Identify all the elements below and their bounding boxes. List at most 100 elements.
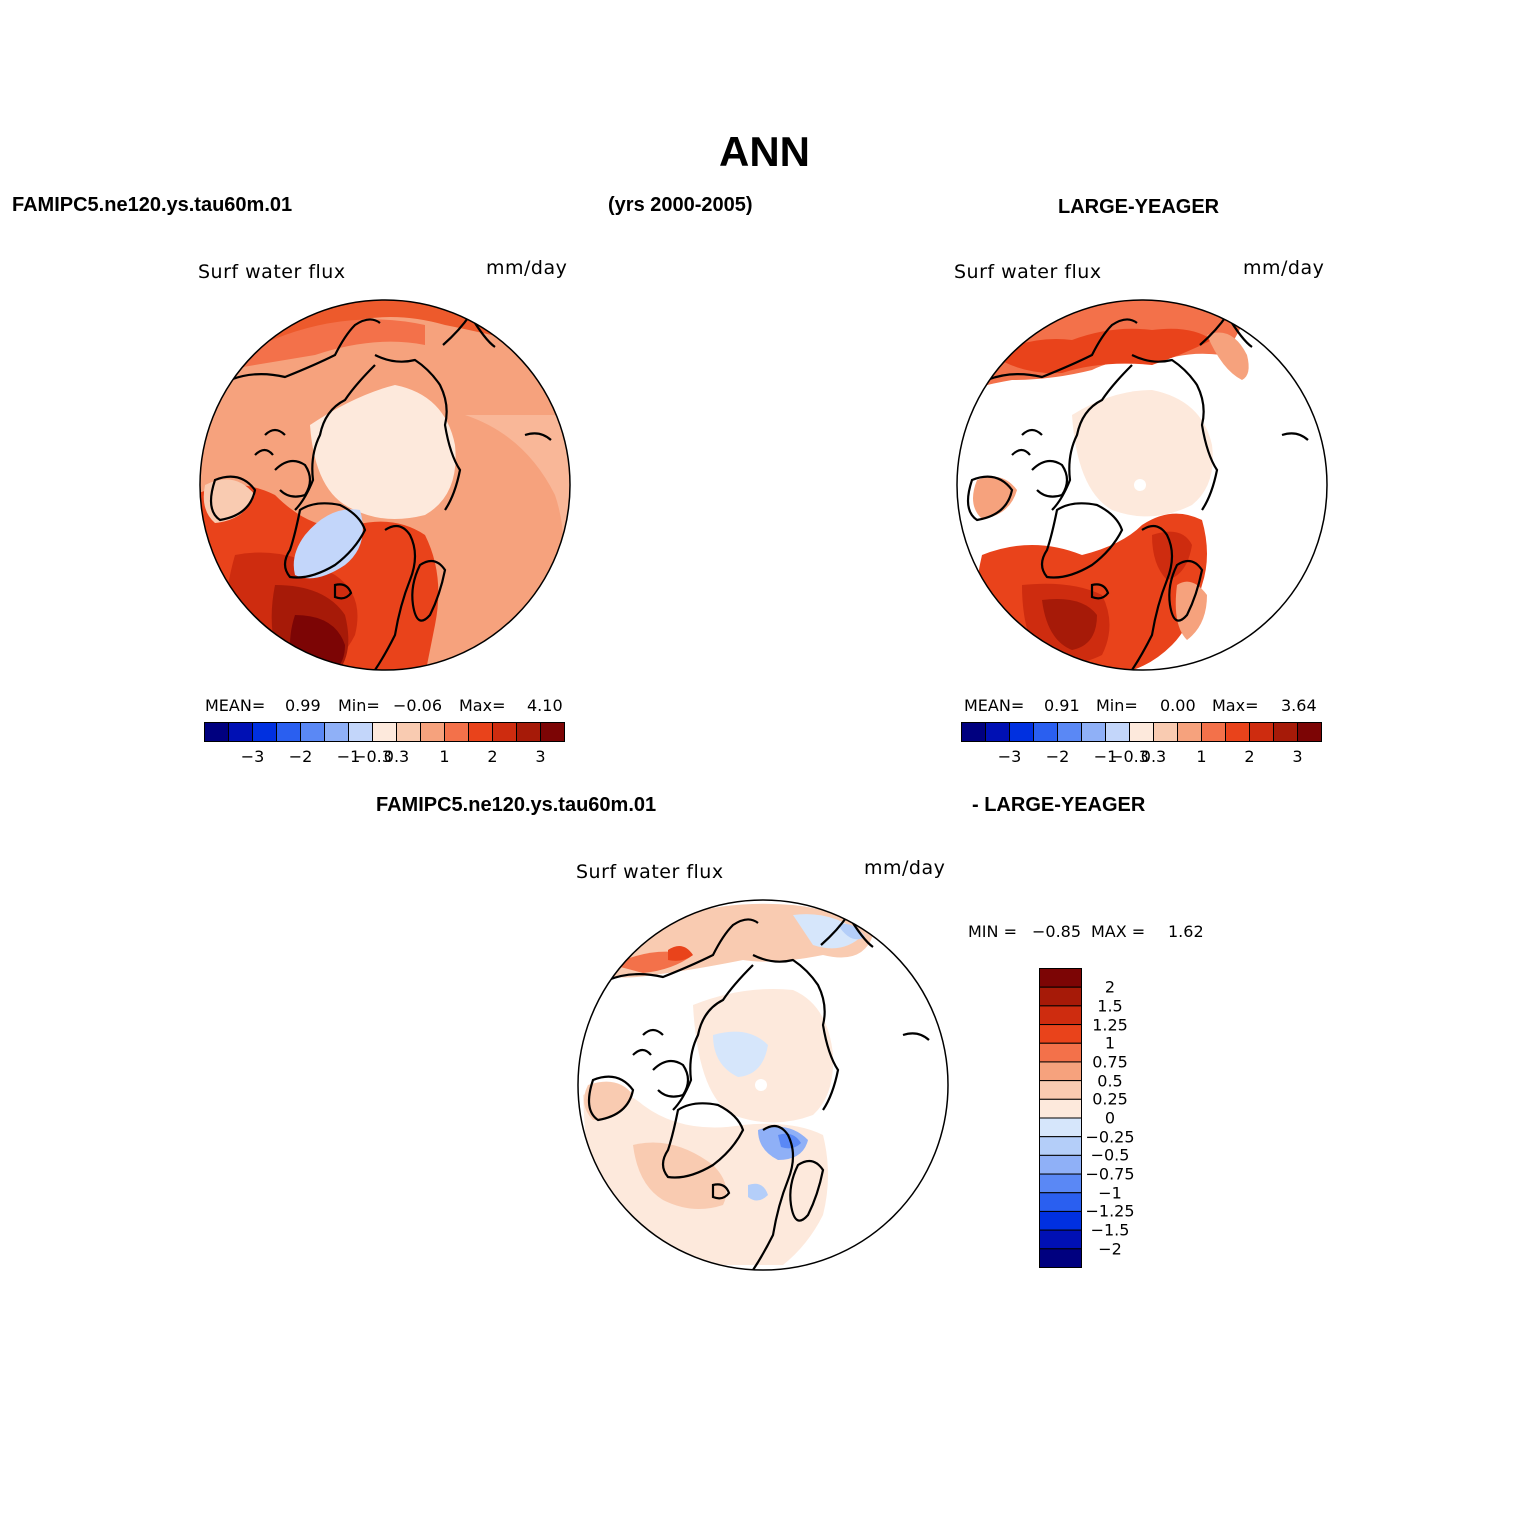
colorbar-box xyxy=(1039,1042,1082,1063)
colorbar-box xyxy=(1153,722,1178,742)
colorbar-tick-label: 0 xyxy=(1104,1108,1116,1128)
colorbar-tick-label: 2 xyxy=(1104,977,1116,997)
obs-mean-value: 0.91 xyxy=(1044,696,1080,715)
colorbar-box xyxy=(540,722,565,742)
colorbar-box xyxy=(348,722,373,742)
colorbar-tick-label: −2 xyxy=(1045,747,1070,766)
colorbar-tick-label: 1 xyxy=(439,747,450,766)
colorbar-box xyxy=(420,722,445,742)
colorbar-box xyxy=(252,722,277,742)
case-label: FAMIPC5.ne120.ys.tau60m.01 xyxy=(12,194,293,216)
colorbar-tick-label: −0.3 xyxy=(1110,747,1149,766)
years-label: (yrs 2000-2005) xyxy=(608,194,753,216)
obs-colorbar xyxy=(961,722,1322,742)
obs-mean-label: MEAN= xyxy=(964,696,1025,715)
colorbar-tick-label: −1.25 xyxy=(1085,1201,1135,1221)
model-polar-map xyxy=(199,299,571,671)
colorbar-box xyxy=(1039,1136,1082,1156)
obs-units-label: mm/day xyxy=(1243,257,1325,279)
colorbar-box xyxy=(468,722,493,742)
model-max-value: 4.10 xyxy=(527,696,563,715)
colorbar-box xyxy=(1039,1173,1082,1194)
colorbar-box xyxy=(324,722,349,742)
colorbar-box xyxy=(1249,722,1274,742)
colorbar-box xyxy=(1039,1248,1082,1268)
colorbar-box xyxy=(1057,722,1082,742)
colorbar-tick-label: −2 xyxy=(1098,1239,1122,1259)
diff-max-value: 1.62 xyxy=(1168,922,1204,941)
diff-colorbar-ticks: 2 1.5 1.25 1 0.75 0.5 0.25 0 −0.25 −0.5 −0.75 −1 −1.… xyxy=(1084,968,1144,1268)
colorbar-box xyxy=(1039,1080,1082,1100)
colorbar-box xyxy=(444,722,469,742)
obs-min-label: Min= xyxy=(1096,696,1138,715)
diff-polar-map xyxy=(577,899,949,1271)
colorbar-tick-label: 3 xyxy=(1292,747,1303,766)
colorbar-box xyxy=(1105,722,1130,742)
colorbar-box xyxy=(1039,1229,1082,1250)
colorbar-box xyxy=(1039,1098,1082,1119)
colorbar-box xyxy=(1039,1061,1082,1082)
colorbar-box xyxy=(1039,1210,1082,1231)
diff-min-value: −0.85 xyxy=(1032,922,1082,941)
model-max-label: Max= xyxy=(459,696,506,715)
colorbar-tick-label: 1 xyxy=(1104,1033,1116,1053)
colorbar-tick-label: −1.5 xyxy=(1090,1220,1130,1240)
colorbar-tick-label: 0.3 xyxy=(1140,747,1167,766)
colorbar-tick-label: 3 xyxy=(535,747,546,766)
model-colorbar-ticks: −3 −2 −1 −0.3 0.3 1 2 3 xyxy=(204,747,565,769)
colorbar-box xyxy=(1273,722,1298,742)
colorbar-tick-label: 2 xyxy=(487,747,498,766)
colorbar-box xyxy=(1039,1117,1082,1138)
diff-variable-label: Surf water flux xyxy=(576,861,724,883)
colorbar-tick-label: 0.5 xyxy=(1097,1071,1123,1091)
colorbar-box xyxy=(1225,722,1250,742)
colorbar-tick-label: −0.25 xyxy=(1085,1127,1135,1147)
colorbar-box xyxy=(1039,1192,1082,1212)
colorbar-box xyxy=(300,722,325,742)
colorbar-tick-label: −0.5 xyxy=(1090,1145,1130,1165)
diff-colorbar xyxy=(1039,968,1082,1268)
colorbar-box xyxy=(396,722,421,742)
colorbar-box xyxy=(492,722,517,742)
colorbar-tick-label: −1 xyxy=(1098,1183,1122,1203)
diff-min-label: MIN = xyxy=(968,922,1017,941)
model-mean-label: MEAN= xyxy=(205,696,266,715)
model-colorbar xyxy=(204,722,565,742)
colorbar-box xyxy=(1033,722,1058,742)
obs-polar-map xyxy=(956,299,1328,671)
colorbar-tick-label: −0.75 xyxy=(1085,1164,1135,1184)
colorbar-tick-label: −3 xyxy=(997,747,1022,766)
model-min-value: −0.06 xyxy=(393,696,443,715)
colorbar-tick-label: 1.5 xyxy=(1097,996,1123,1016)
colorbar-tick-label: −3 xyxy=(240,747,265,766)
obs-min-value: 0.00 xyxy=(1160,696,1196,715)
colorbar-box xyxy=(1009,722,1034,742)
colorbar-tick-label: −2 xyxy=(288,747,313,766)
colorbar-tick-label: 0.75 xyxy=(1092,1052,1128,1072)
colorbar-box xyxy=(1039,1154,1082,1175)
colorbar-box xyxy=(1177,722,1202,742)
obs-colorbar-ticks: −3 −2 −1 −0.3 0.3 1 2 3 xyxy=(961,747,1322,769)
model-variable-label: Surf water flux xyxy=(198,261,346,283)
diff-max-label: MAX = xyxy=(1091,922,1146,941)
diff-case-label: FAMIPC5.ne120.ys.tau60m.01 xyxy=(376,794,657,816)
diff-obs-label: - LARGE-YEAGER xyxy=(972,794,1146,816)
colorbar-box xyxy=(1039,1005,1082,1026)
model-min-label: Min= xyxy=(338,696,380,715)
colorbar-box xyxy=(1297,722,1322,742)
colorbar-box xyxy=(276,722,301,742)
colorbar-box xyxy=(372,722,397,742)
diff-units-label: mm/day xyxy=(864,857,946,879)
colorbar-tick-label: 1 xyxy=(1196,747,1207,766)
colorbar-box xyxy=(204,722,229,742)
colorbar-box xyxy=(1201,722,1226,742)
colorbar-box xyxy=(1039,986,1082,1007)
colorbar-box xyxy=(1039,968,1082,988)
colorbar-tick-label: 0.3 xyxy=(383,747,410,766)
colorbar-tick-label: −1 xyxy=(336,747,361,766)
colorbar-box xyxy=(228,722,253,742)
model-mean-value: 0.99 xyxy=(285,696,321,715)
obs-max-label: Max= xyxy=(1212,696,1259,715)
colorbar-tick-label: 1.25 xyxy=(1092,1015,1128,1035)
colorbar-tick-label: 2 xyxy=(1244,747,1255,766)
